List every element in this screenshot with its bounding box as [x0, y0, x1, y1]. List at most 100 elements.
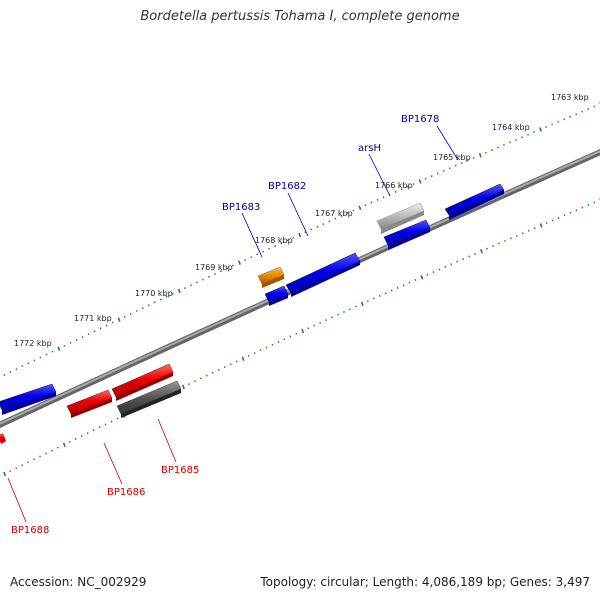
gene-left-blue[interactable]: [0, 383, 57, 415]
outer-tick: [33, 359, 36, 362]
outer-tick: [15, 368, 18, 371]
inner-tick: [444, 265, 447, 268]
inner-tick: [74, 437, 77, 440]
outer-tick: [430, 175, 433, 178]
gene-dark-reverse[interactable]: [116, 380, 182, 418]
forward-genes[interactable]: [0, 183, 505, 415]
outer-tick: [147, 304, 150, 307]
outer-tick: [51, 350, 54, 353]
gene-label-bp1685[interactable]: BP1685: [161, 465, 199, 476]
inner-tick: [98, 426, 101, 429]
outer-tick: [545, 126, 548, 128]
inner-tick: [259, 349, 262, 352]
inner-tick: [551, 219, 554, 222]
inner-tick: [223, 366, 226, 369]
outer-tick-ring: [0, 102, 600, 380]
tick-label: 1771 kbp: [74, 314, 112, 323]
inner-tick: [390, 289, 393, 292]
inner-tick: [474, 252, 477, 255]
gene-bp1688[interactable]: [0, 433, 6, 444]
inner-tick: [384, 292, 387, 295]
inner-tick: [241, 356, 245, 361]
outer-tick: [442, 169, 445, 172]
outer-tick: [226, 267, 228, 270]
tick-label: 1768 kbp: [255, 236, 293, 245]
outer-tick: [304, 231, 307, 234]
outer-tick: [262, 250, 265, 253]
tick-label: 1766 kbp: [375, 181, 413, 190]
gene-label-arsh[interactable]: arsH: [358, 143, 381, 154]
inner-tick: [116, 417, 119, 420]
inner-tick: [372, 297, 375, 300]
outer-tick: [394, 190, 397, 193]
outer-tick: [292, 236, 295, 239]
outer-tick: [509, 141, 511, 144]
inner-tick: [360, 301, 364, 307]
outer-tick: [581, 110, 584, 113]
inner-tick: [15, 467, 18, 470]
gene-grey-forward[interactable]: [376, 202, 425, 234]
gene-bp1683[interactable]: [257, 266, 285, 288]
outer-tick: [3, 374, 6, 377]
outer-tick: [238, 260, 241, 265]
inner-tick: [408, 281, 411, 284]
outer-tick: [244, 258, 247, 261]
inner-tick: [253, 352, 256, 355]
inner-tick: [587, 204, 590, 207]
outer-tick: [575, 113, 578, 116]
outer-tick: [63, 344, 66, 347]
outer-tick: [490, 149, 493, 152]
outer-tick: [135, 310, 138, 312]
inner-tick: [80, 435, 83, 437]
gene-bp1686[interactable]: [66, 389, 113, 418]
outer-tick: [274, 245, 277, 247]
outer-tick: [159, 298, 162, 301]
outer-tick: [208, 275, 210, 278]
inner-tick: [205, 374, 208, 377]
gene-label-bp1683[interactable]: BP1683: [222, 202, 260, 213]
outer-tick: [69, 341, 72, 344]
inner-tick: [235, 360, 238, 363]
inner-tick: [515, 234, 518, 237]
outer-tick: [220, 270, 222, 273]
reverse-genes[interactable]: [0, 363, 182, 444]
outer-tick: [189, 284, 192, 287]
gene-label-bp1682[interactable]: BP1682: [268, 181, 306, 192]
map-title: Bordetella pertussis Tohama I, complete …: [140, 9, 460, 24]
outer-tick: [214, 272, 216, 275]
outer-tick: [424, 177, 427, 180]
outer-tick: [539, 127, 542, 132]
inner-tick: [414, 278, 417, 281]
outer-tick: [352, 209, 355, 212]
outer-tick: [195, 281, 198, 284]
inner-tick: [313, 324, 316, 327]
outer-tick: [39, 356, 42, 359]
outer-tick: [472, 156, 475, 159]
inner-tick: [396, 286, 399, 289]
inner-tick: [68, 440, 71, 443]
gene-label-bp1688[interactable]: BP1688: [11, 525, 49, 536]
outer-tick: [382, 196, 385, 199]
gene-bp1685[interactable]: [111, 363, 174, 401]
gene-bp1678[interactable]: [444, 183, 505, 220]
inner-tick: [521, 232, 524, 235]
gene-label-bp1678[interactable]: BP1678: [401, 114, 439, 125]
outer-tick: [364, 204, 367, 207]
tick-label: 1772 kbp: [14, 339, 52, 348]
inner-tick: [188, 383, 190, 386]
inner-tick: [92, 429, 95, 432]
gene-small-blue[interactable]: [264, 285, 289, 306]
outer-tick: [334, 217, 337, 220]
inner-tick: [545, 222, 548, 224]
outer-tick: [99, 327, 102, 330]
gene-bp1682[interactable]: [285, 252, 361, 297]
gene-arsh[interactable]: [383, 219, 431, 250]
outer-tick: [466, 159, 469, 162]
outer-tick: [406, 185, 409, 188]
outer-tick: [496, 146, 499, 149]
gene-label-bp1686[interactable]: BP1686: [107, 487, 145, 498]
outer-tick: [593, 105, 596, 108]
inner-tick: [247, 354, 250, 357]
inner-tick: [402, 284, 405, 287]
